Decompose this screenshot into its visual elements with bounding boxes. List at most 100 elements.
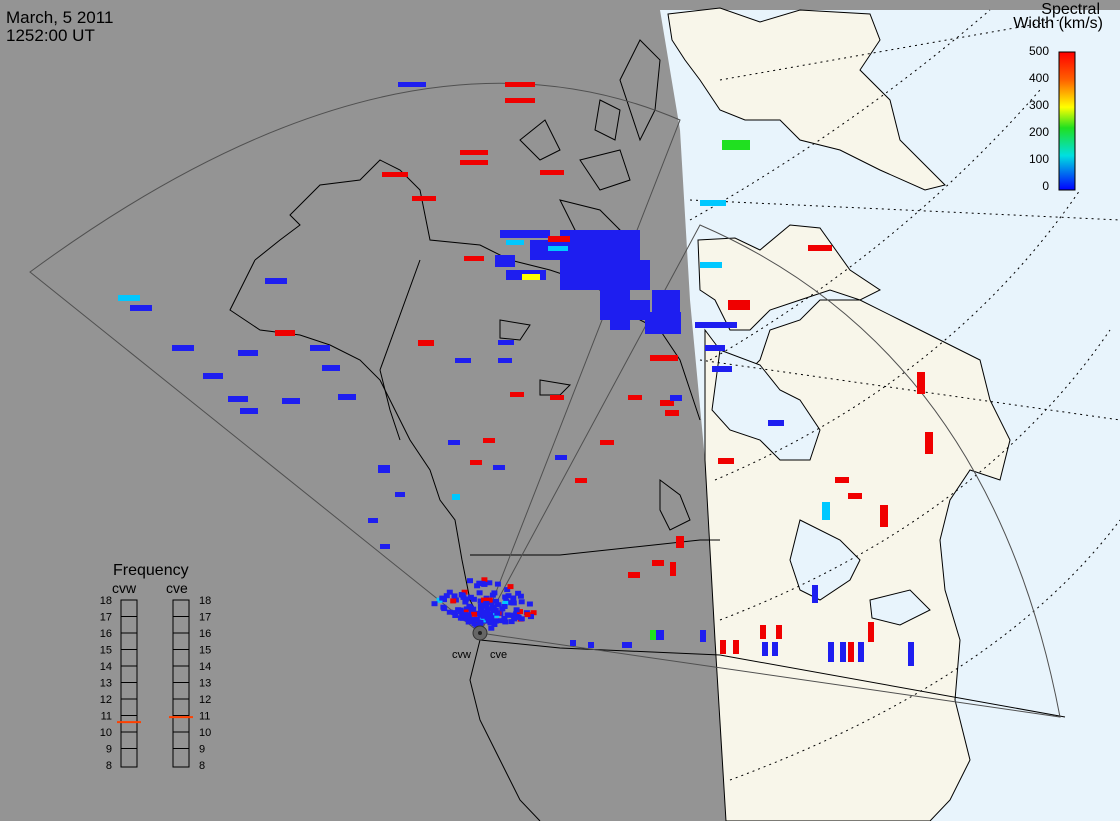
frequency-scale-label: 16 <box>100 628 112 640</box>
echo-cell <box>700 200 726 206</box>
echo-cell <box>460 160 488 165</box>
frequency-scale-label: 11 <box>101 711 112 723</box>
echo-cell <box>858 642 864 662</box>
day-borders <box>470 539 1066 718</box>
near-range-cell <box>485 611 492 617</box>
near-range-cell <box>473 616 480 622</box>
echo-cell <box>812 585 818 603</box>
echo-cell <box>718 458 734 464</box>
near-range-cell <box>477 603 484 609</box>
echo-cluster <box>600 300 650 320</box>
near-range-cell <box>484 615 491 621</box>
frequency-scale-label: 9 <box>199 744 205 756</box>
date-label: March, 5 2011 <box>6 8 113 27</box>
echo-cell <box>265 278 287 284</box>
near-range-cell <box>486 580 493 586</box>
near-range-cell <box>446 589 453 595</box>
echo-cell <box>412 196 436 201</box>
echo-cell <box>378 465 390 473</box>
near-range-cell <box>491 590 498 596</box>
near-range-cell <box>452 613 459 618</box>
near-range-cell <box>528 614 534 620</box>
echo-cell <box>282 398 300 404</box>
near-range-cell <box>518 599 525 605</box>
near-range-cell <box>493 618 499 624</box>
echo-cell <box>670 395 682 401</box>
echo-cell <box>762 642 768 656</box>
echo-cell <box>418 340 434 346</box>
echo-cell <box>768 420 784 426</box>
colorbar-title-line1: Spectral <box>1041 1 1100 18</box>
near-range-cell <box>476 590 483 596</box>
near-range-cell <box>474 622 481 628</box>
near-range-cell <box>504 587 511 593</box>
echo-cell <box>720 640 726 654</box>
frequency-scale-label: 18 <box>100 595 112 607</box>
echo-cell <box>650 355 678 361</box>
near-range-cell <box>514 614 521 620</box>
echo-cell <box>822 502 830 520</box>
echo-cell <box>483 438 495 443</box>
near-range-cell <box>505 593 512 599</box>
near-range-cell <box>517 609 523 615</box>
frequency-boxes: 18 18 17 17 16 16 15 15 14 14 13 13 12 12 11 11 10 10 9 9 8 8 <box>100 595 212 772</box>
echo-cell <box>840 642 846 662</box>
near-range-cell <box>477 598 484 604</box>
frequency-panel: Frequency cvw cve 18 18 17 17 16 16 15 15 14 14 13… <box>100 562 212 772</box>
near-range-cell <box>480 613 487 619</box>
near-range-cell <box>461 589 468 595</box>
frequency-column-cvw <box>120 599 138 768</box>
echo-cell <box>382 172 408 177</box>
echo-cell <box>555 455 567 460</box>
echo-cell <box>705 345 725 351</box>
near-range-cell <box>518 616 525 622</box>
near-range-cell <box>451 593 458 599</box>
frequency-scale-label: 17 <box>199 612 211 624</box>
frequency-scale-label: 11 <box>199 711 210 723</box>
near-range-cell <box>467 594 474 600</box>
echo-cell <box>510 392 524 397</box>
echo-cell <box>917 372 925 394</box>
near-range-cell <box>502 594 509 600</box>
echo-cell <box>522 274 540 280</box>
near-range-cell <box>515 590 522 596</box>
echo-cell <box>464 256 484 261</box>
near-range-cell <box>494 581 501 587</box>
echo-cell <box>700 630 706 642</box>
echo-cell <box>848 642 854 662</box>
echo-cell <box>670 562 676 576</box>
near-range-cell <box>446 609 453 615</box>
near-range-cell <box>465 614 472 620</box>
echo-cell <box>828 642 834 662</box>
echo-cell <box>665 410 679 416</box>
near-range-cell <box>513 611 520 617</box>
near-range-cell <box>488 606 495 612</box>
colorbar-tick: 200 <box>1029 125 1049 139</box>
echo-cell <box>712 366 732 372</box>
echo-cell <box>733 640 739 654</box>
near-range-cell <box>474 583 481 589</box>
echo-cluster <box>652 290 680 314</box>
echo-cluster <box>495 255 515 267</box>
frequency-scale-label: 10 <box>100 727 112 739</box>
echo-cell <box>448 440 460 445</box>
echo-cell <box>540 170 564 175</box>
frequency-radar-cvw: cvw <box>112 580 137 596</box>
colorbar-tick: 300 <box>1029 98 1049 112</box>
echo-cell <box>548 246 568 251</box>
frequency-scale-label: 15 <box>100 645 112 657</box>
near-range-cell <box>470 617 477 623</box>
echo-cell <box>722 140 750 150</box>
day-water <box>711 349 931 626</box>
near-range-cell <box>451 610 458 616</box>
near-range-cell <box>488 625 495 631</box>
frequency-scale-label: 14 <box>100 661 112 673</box>
radar-site-marker <box>472 625 488 641</box>
echo-cell <box>118 295 140 301</box>
near-range-cell <box>530 610 537 616</box>
echo-cell <box>240 408 258 414</box>
near-range-cell <box>509 600 516 606</box>
near-range-cell <box>501 616 508 621</box>
near-range-cell <box>467 578 473 584</box>
